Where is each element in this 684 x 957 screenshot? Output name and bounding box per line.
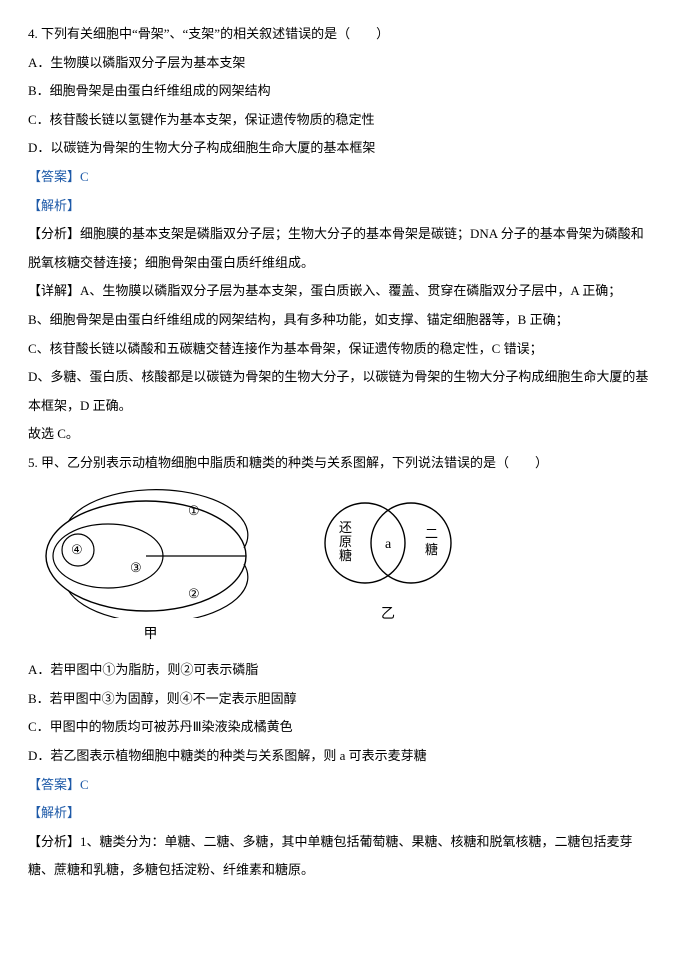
yi-mid: a bbox=[385, 537, 392, 552]
diagram-jia: ① ② ③ ④ bbox=[38, 488, 263, 618]
q5-jiexi-label: 【解析】 bbox=[28, 799, 656, 828]
q4-jiexi-label: 【解析】 bbox=[28, 192, 656, 221]
diagram-yi-label: 乙 bbox=[381, 600, 395, 631]
diagram-jia-col: ① ② ③ ④ 甲 bbox=[38, 488, 263, 651]
q4-answer: 【答案】C bbox=[28, 163, 656, 192]
diagram-yi: 还 原 糖 a 二 糖 bbox=[303, 488, 473, 598]
q5-fenxi: 【分析】1、糖类分为：单糖、二糖、多糖，其中单糖包括葡萄糖、果糖、核糖和脱氧核糖… bbox=[28, 828, 656, 885]
jia-n1: ① bbox=[188, 503, 200, 518]
q5-stem: 5. 甲、乙分别表示动植物细胞中脂质和糖类的种类与关系图解，下列说法错误的是（ … bbox=[28, 449, 656, 478]
yi-left-1: 还 bbox=[339, 520, 352, 535]
q4-stem: 4. 下列有关细胞中“骨架”、“支架”的相关叙述错误的是（ ） bbox=[28, 20, 656, 49]
q4-fenxi: 【分析】细胞膜的基本支架是磷脂双分子层；生物大分子的基本骨架是碳链；DNA 分子… bbox=[28, 220, 656, 277]
q4-opt-b: B．细胞骨架是由蛋白纤维组成的网架结构 bbox=[28, 77, 656, 106]
q4-opt-c: C．核苷酸长链以氢键作为基本支架，保证遗传物质的稳定性 bbox=[28, 106, 656, 135]
q4-opt-d: D．以碳链为骨架的生物大分子构成细胞生命大厦的基本框架 bbox=[28, 134, 656, 163]
yi-right-2: 糖 bbox=[425, 542, 438, 557]
q5-opt-d: D．若乙图表示植物细胞中糖类的种类与关系图解，则 a 可表示麦芽糖 bbox=[28, 742, 656, 771]
diagram-jia-label: 甲 bbox=[144, 620, 158, 651]
jia-n3: ③ bbox=[130, 560, 142, 575]
diagram-row: ① ② ③ ④ 甲 还 原 糖 a 二 糖 乙 bbox=[38, 488, 656, 651]
q4-opt-a: A．生物膜以磷脂双分子层为基本支架 bbox=[28, 49, 656, 78]
q4-detail-a: 【详解】A、生物膜以磷脂双分子层为基本支架，蛋白质嵌入、覆盖、贯穿在磷脂双分子层… bbox=[28, 277, 656, 306]
q5-opt-b: B．若甲图中③为固醇，则④不一定表示胆固醇 bbox=[28, 685, 656, 714]
q4-detail-c: C、核苷酸长链以磷酸和五碳糖交替连接作为基本骨架，保证遗传物质的稳定性，C 错误… bbox=[28, 335, 656, 364]
q4-guxuan: 故选 C。 bbox=[28, 420, 656, 449]
yi-right-1: 二 bbox=[425, 526, 438, 541]
yi-left-2: 原 bbox=[339, 534, 352, 549]
q4-detail-b: B、细胞骨架是由蛋白纤维组成的网架结构，具有多种功能，如支撑、锚定细胞器等，B … bbox=[28, 306, 656, 335]
q5-opt-a: A．若甲图中①为脂肪，则②可表示磷脂 bbox=[28, 656, 656, 685]
diagram-yi-col: 还 原 糖 a 二 糖 乙 bbox=[303, 488, 473, 631]
q5-answer: 【答案】C bbox=[28, 771, 656, 800]
q4-detail-d: D、多糖、蛋白质、核酸都是以碳链为骨架的生物大分子，以碳链为骨架的生物大分子构成… bbox=[28, 363, 656, 420]
jia-n2: ② bbox=[188, 586, 200, 601]
q5-opt-c: C．甲图中的物质均可被苏丹Ⅲ染液染成橘黄色 bbox=[28, 713, 656, 742]
jia-n4: ④ bbox=[71, 542, 83, 557]
yi-left-3: 糖 bbox=[339, 548, 352, 563]
